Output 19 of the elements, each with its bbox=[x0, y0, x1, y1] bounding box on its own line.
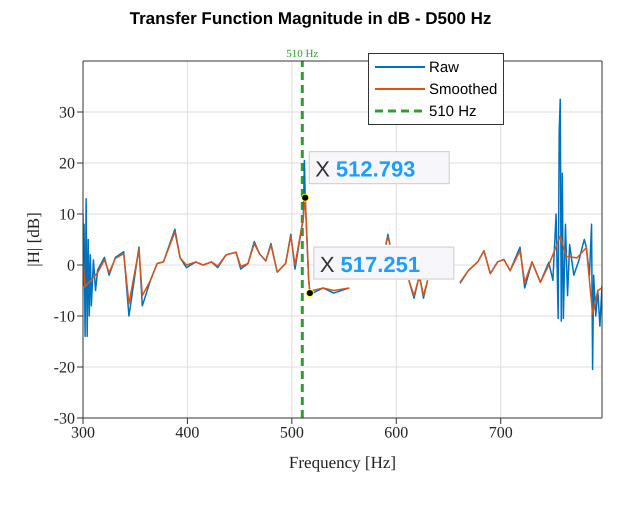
annotation: X 512.793 bbox=[315, 156, 416, 182]
legend-label: Raw bbox=[429, 58, 460, 76]
x-tick-label: 400 bbox=[175, 424, 200, 442]
y-tick-label: 10 bbox=[59, 206, 75, 224]
x-tick-label: 600 bbox=[384, 424, 408, 442]
y-tick-label: -10 bbox=[54, 308, 75, 326]
y-tick-label: 0 bbox=[67, 258, 75, 275]
ref-line-label: 510 Hz bbox=[286, 48, 318, 60]
x-tick-label: 500 bbox=[280, 424, 304, 442]
text: 510 Hz bbox=[429, 102, 477, 120]
x-tick-label: 700 bbox=[488, 424, 513, 442]
x-axis-title: Frequency [Hz] bbox=[288, 453, 396, 472]
y-tick-label: -20 bbox=[54, 360, 75, 377]
annotation: X 517.251 bbox=[320, 252, 420, 278]
legend-label: Smoothed bbox=[429, 80, 498, 98]
y-tick-label: 30 bbox=[59, 104, 75, 122]
chart-title: Transfer Function Magnitude in dB - D500 Hz bbox=[128, 8, 492, 30]
y-axis-title: |H| [dB] bbox=[24, 212, 44, 267]
y-tick-label: 20 bbox=[59, 156, 75, 173]
